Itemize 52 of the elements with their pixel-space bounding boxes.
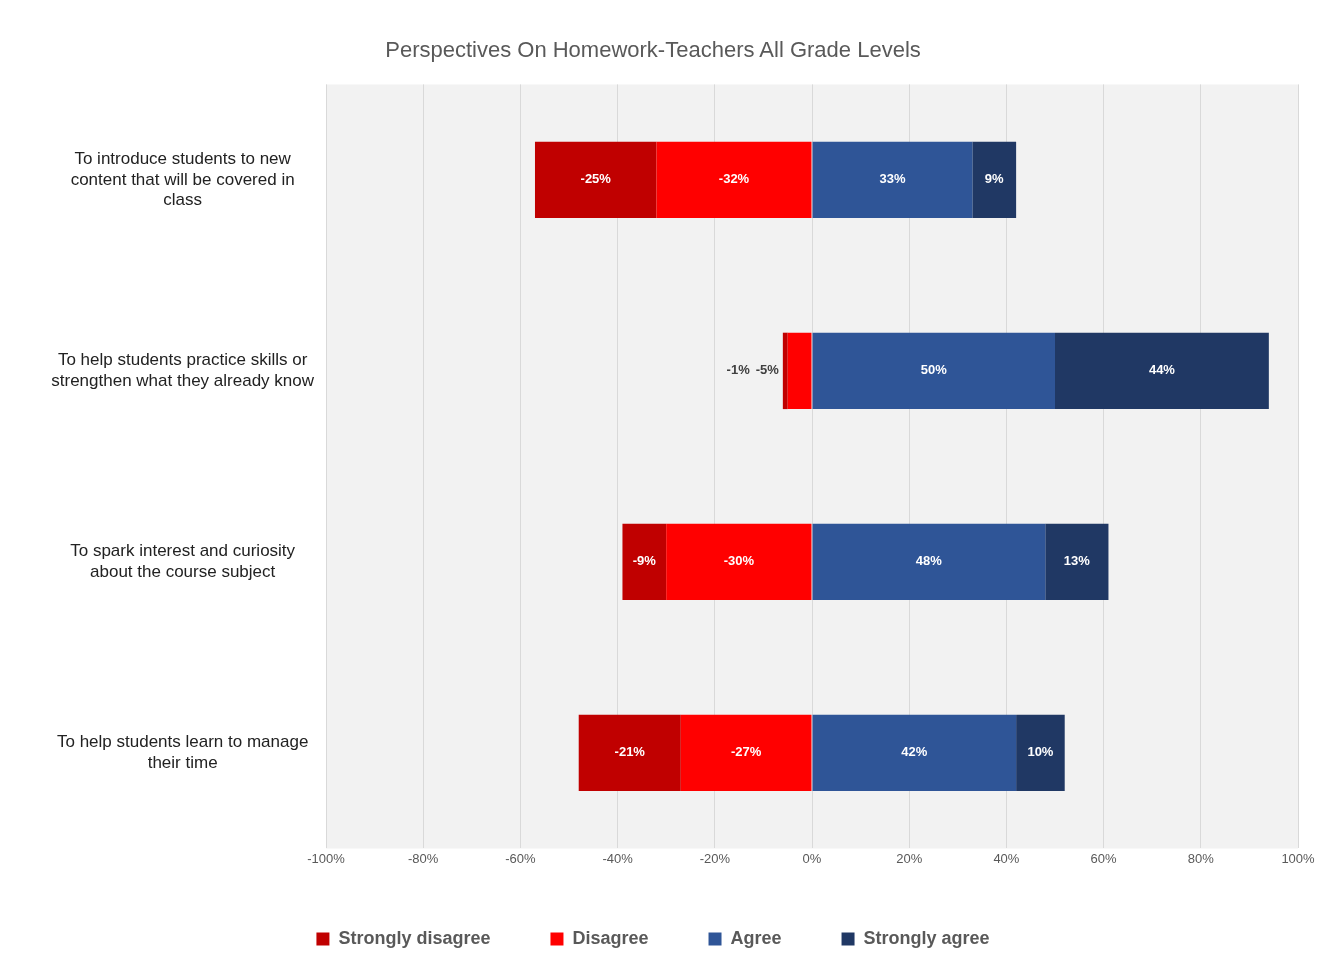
data-label: -27% <box>730 744 762 760</box>
data-label: 10% <box>1027 744 1054 760</box>
data-label: -21% <box>614 744 646 760</box>
data-label: 33% <box>879 171 906 187</box>
x-tick-label: 80% <box>1187 850 1215 866</box>
x-tick-label: -60% <box>505 850 537 866</box>
bar <box>534 141 657 219</box>
legend-label: Disagree <box>572 927 649 948</box>
bar <box>812 523 1046 601</box>
legend-label: Strongly agree <box>863 927 990 948</box>
data-label: 13% <box>1063 553 1091 569</box>
y-tick-label: To spark interest and curiosity about the course subject <box>70 541 296 581</box>
y-tick-label: To introduce students to new content that will be covered in class <box>70 149 295 209</box>
bar <box>680 714 812 792</box>
y-tick-label: To help students learn to manage their time <box>56 732 309 772</box>
x-tick-label: 0% <box>802 850 822 866</box>
bar <box>666 523 812 601</box>
data-label: -30% <box>723 553 755 569</box>
x-tick-label: 100% <box>1281 850 1316 866</box>
x-tick-label: 20% <box>896 850 923 866</box>
bar <box>622 523 667 601</box>
bar <box>1016 714 1065 792</box>
x-tick-label: -40% <box>602 850 634 866</box>
bar <box>787 332 812 410</box>
x-tick-label: 40% <box>993 850 1020 866</box>
data-label: 44% <box>1148 362 1176 378</box>
data-label: 9% <box>984 171 1005 187</box>
data-label: -32% <box>718 171 750 187</box>
bar <box>1045 523 1109 601</box>
bar <box>812 332 1055 410</box>
chart-title: Perspectives On Homework-Teachers All Grade Levels <box>385 37 921 63</box>
data-label: -9% <box>632 553 657 569</box>
data-label: -5% <box>755 362 780 378</box>
bar <box>656 141 812 219</box>
x-tick-label: -80% <box>408 850 439 866</box>
bar <box>812 141 973 219</box>
data-label: -25% <box>580 171 612 187</box>
y-tick-label: To help students practice skills or strengthen what they already know <box>51 350 315 390</box>
bar <box>1055 332 1269 410</box>
data-label: 48% <box>915 553 943 569</box>
data-label: 50% <box>920 362 948 378</box>
bar <box>972 141 1017 219</box>
x-tick-label: -20% <box>699 850 731 866</box>
x-tick-label: -100% <box>307 850 346 866</box>
bar <box>812 714 1017 792</box>
data-label: -1% <box>726 362 751 378</box>
x-tick-label: 60% <box>1090 850 1118 866</box>
bar <box>782 332 788 410</box>
legend-label: Agree <box>730 927 782 948</box>
bar <box>578 714 681 792</box>
data-label: 42% <box>901 744 928 760</box>
legend-label: Strongly disagree <box>338 927 491 948</box>
